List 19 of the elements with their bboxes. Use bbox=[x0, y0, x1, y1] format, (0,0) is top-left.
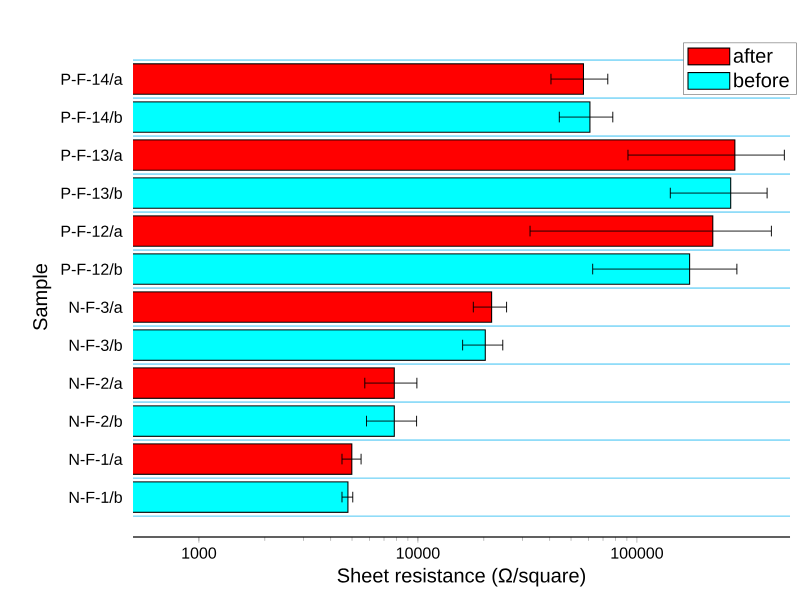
y-tick-label: N-F-1/a bbox=[70, 453, 123, 465]
y-tick-label: N-F-3/b bbox=[70, 339, 122, 351]
y-tick-label: N-F-2/a bbox=[70, 377, 123, 389]
x-axis-title: Sheet resistance (Ω/square) bbox=[338, 568, 585, 587]
x-tick-label: 1000 bbox=[182, 547, 216, 559]
legend-label: after bbox=[734, 48, 773, 63]
y-tick-label: P-F-14/b bbox=[62, 111, 122, 123]
y-tick-label: P-F-13/b bbox=[62, 187, 122, 199]
y-tick-label: P-F-12/b bbox=[62, 263, 122, 275]
y-tick-label: N-F-1/b bbox=[70, 491, 122, 503]
x-tick-label: 10000 bbox=[396, 547, 440, 559]
y-tick-label: P-F-12/a bbox=[62, 225, 123, 237]
y-tick-label: N-F-2/b bbox=[70, 415, 122, 427]
y-tick-label: P-F-14/a bbox=[62, 73, 123, 85]
y-tick-label: N-F-3/a bbox=[70, 301, 123, 313]
y-axis-title: Sample bbox=[32, 264, 52, 330]
x-tick-label: 100000 bbox=[611, 547, 664, 559]
y-tick-label: P-F-13/a bbox=[62, 149, 123, 161]
legend-label: before bbox=[734, 72, 789, 88]
